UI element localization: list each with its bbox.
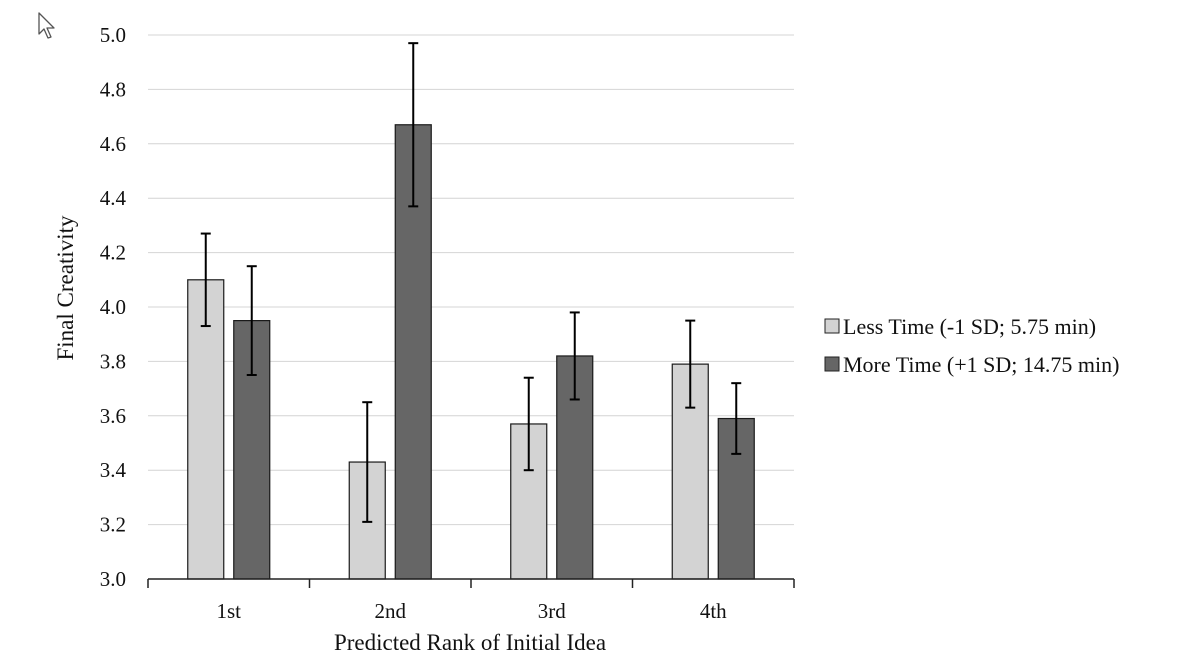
y-tick-label: 3.4 — [100, 458, 127, 482]
y-tick-label: 5.0 — [100, 23, 126, 47]
x-tick-label: 3rd — [538, 599, 566, 623]
y-axis-title: Final Creativity — [53, 215, 78, 361]
x-tick-label: 2nd — [375, 599, 407, 623]
legend-label-more-time: More Time (+1 SD; 14.75 min) — [843, 352, 1119, 377]
legend: Less Time (-1 SD; 5.75 min) More Time (+… — [824, 314, 1119, 377]
x-tick-label: 1st — [216, 599, 241, 623]
x-axis-tick-labels: 1st 2nd 3rd 4th — [216, 599, 727, 623]
x-axis — [147, 578, 795, 588]
legend-label-less-time: Less Time (-1 SD; 5.75 min) — [843, 314, 1096, 339]
y-tick-label: 4.2 — [100, 241, 126, 265]
error-bars — [200, 42, 742, 523]
y-tick-label: 3.0 — [100, 567, 126, 591]
x-tick-label: 4th — [700, 599, 727, 623]
legend-swatch-more-time — [824, 356, 840, 372]
y-tick-label: 3.2 — [100, 513, 126, 537]
mouse-pointer-icon — [38, 12, 55, 39]
y-tick-label: 4.6 — [100, 132, 126, 156]
y-tick-label: 4.4 — [100, 186, 127, 210]
y-tick-label: 3.6 — [100, 404, 126, 428]
y-axis-tick-labels: 3.0 3.2 3.4 3.6 3.8 4.0 4.2 4.4 4.6 4.8 5.0 — [100, 23, 127, 591]
x-axis-title: Predicted Rank of Initial Idea — [334, 630, 606, 655]
y-tick-label: 4.8 — [100, 77, 126, 101]
y-tick-label: 3.8 — [100, 349, 126, 373]
bars — [187, 124, 755, 580]
legend-swatch-less-time — [824, 318, 840, 334]
y-tick-label: 4.0 — [100, 295, 126, 319]
